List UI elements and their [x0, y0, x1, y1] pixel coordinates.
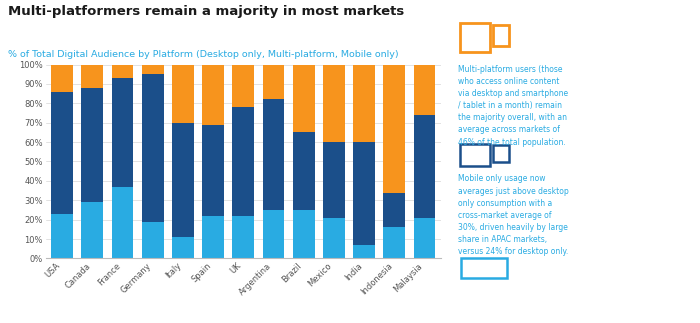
- Bar: [293, 65, 314, 132]
- Text: Multi-platform users (those
who access online content
via desktop and smartphone: Multi-platform users (those who access o…: [458, 65, 568, 147]
- Bar: [172, 123, 194, 237]
- Bar: [111, 187, 134, 258]
- Bar: [142, 222, 164, 258]
- Bar: [232, 216, 254, 258]
- Bar: [51, 65, 73, 92]
- Bar: [262, 210, 284, 258]
- Bar: [384, 65, 405, 193]
- Text: Multi-platformers remain a majority in most markets: Multi-platformers remain a majority in m…: [8, 5, 405, 18]
- Bar: [111, 65, 134, 78]
- Bar: [232, 65, 254, 107]
- Bar: [202, 125, 224, 216]
- Text: Mobile only usage now
averages just above desktop
only consumption with a
cross-: Mobile only usage now averages just abov…: [458, 174, 569, 256]
- Bar: [111, 78, 134, 187]
- Bar: [323, 142, 344, 218]
- Bar: [81, 88, 103, 202]
- Bar: [353, 142, 375, 245]
- Bar: [262, 65, 284, 99]
- Bar: [51, 92, 73, 214]
- Bar: [323, 65, 344, 142]
- Bar: [323, 218, 344, 258]
- Bar: [414, 115, 435, 218]
- Text: % of Total Digital Audience by Platform (Desktop only, Multi-platform, Mobile on: % of Total Digital Audience by Platform …: [8, 50, 399, 59]
- Bar: [414, 65, 435, 115]
- Bar: [172, 237, 194, 258]
- Bar: [262, 99, 284, 210]
- Bar: [51, 214, 73, 258]
- Bar: [414, 218, 435, 258]
- Bar: [172, 65, 194, 123]
- Bar: [81, 65, 103, 88]
- Bar: [353, 245, 375, 258]
- Bar: [384, 193, 405, 227]
- Bar: [353, 65, 375, 142]
- Bar: [293, 132, 314, 210]
- Bar: [142, 65, 164, 74]
- Bar: [293, 210, 314, 258]
- Bar: [81, 202, 103, 258]
- Bar: [384, 227, 405, 258]
- Bar: [232, 107, 254, 216]
- Bar: [202, 216, 224, 258]
- Bar: [202, 65, 224, 125]
- Bar: [142, 74, 164, 222]
